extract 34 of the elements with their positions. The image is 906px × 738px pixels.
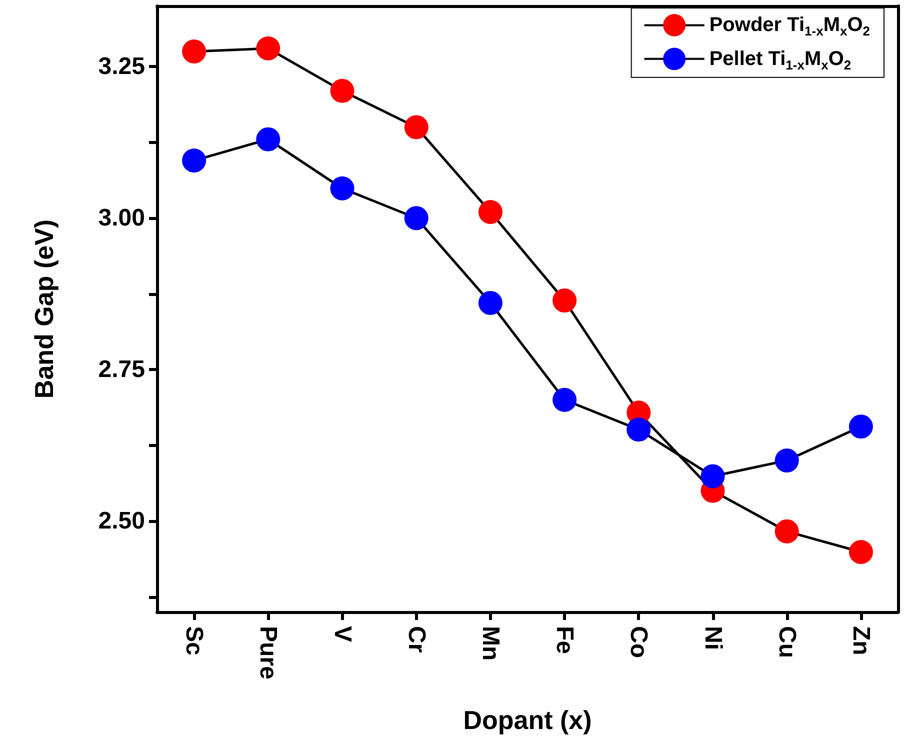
y-tick-label: 3.00 (98, 204, 145, 232)
point (256, 127, 280, 152)
point (774, 448, 799, 472)
point (626, 418, 651, 442)
x-tick-label: Pure (254, 626, 282, 680)
point (330, 176, 354, 200)
x-tick-label: V (328, 626, 356, 642)
point (330, 78, 354, 103)
x-tick-label: Fe (551, 626, 578, 654)
point (182, 148, 206, 173)
point (404, 115, 428, 140)
point (552, 388, 577, 412)
point (848, 540, 873, 564)
x-tick-label: Cr (402, 626, 430, 653)
x-tick-label: Sc (180, 626, 208, 656)
x-tick-label: Cu (773, 626, 800, 658)
point (552, 288, 577, 313)
x-tick-label: Zn (847, 626, 874, 656)
point (848, 414, 873, 439)
point (256, 36, 280, 60)
point (404, 206, 428, 230)
x-tick-label: Mn (476, 626, 504, 661)
point (700, 464, 725, 488)
point (774, 519, 799, 544)
x-tick-label: Ni (699, 626, 726, 650)
y-tick-label: 2.75 (98, 356, 145, 384)
point (478, 290, 502, 315)
x-axis-title: Dopant (x) (463, 705, 592, 735)
point (182, 39, 206, 64)
y-tick-label: 2.50 (98, 508, 145, 535)
point (478, 200, 502, 224)
x-tick-label: Co (625, 626, 652, 658)
y-axis-title: Band Gap (eV) (29, 219, 59, 399)
y-tick-label: 3.25 (98, 53, 145, 80)
